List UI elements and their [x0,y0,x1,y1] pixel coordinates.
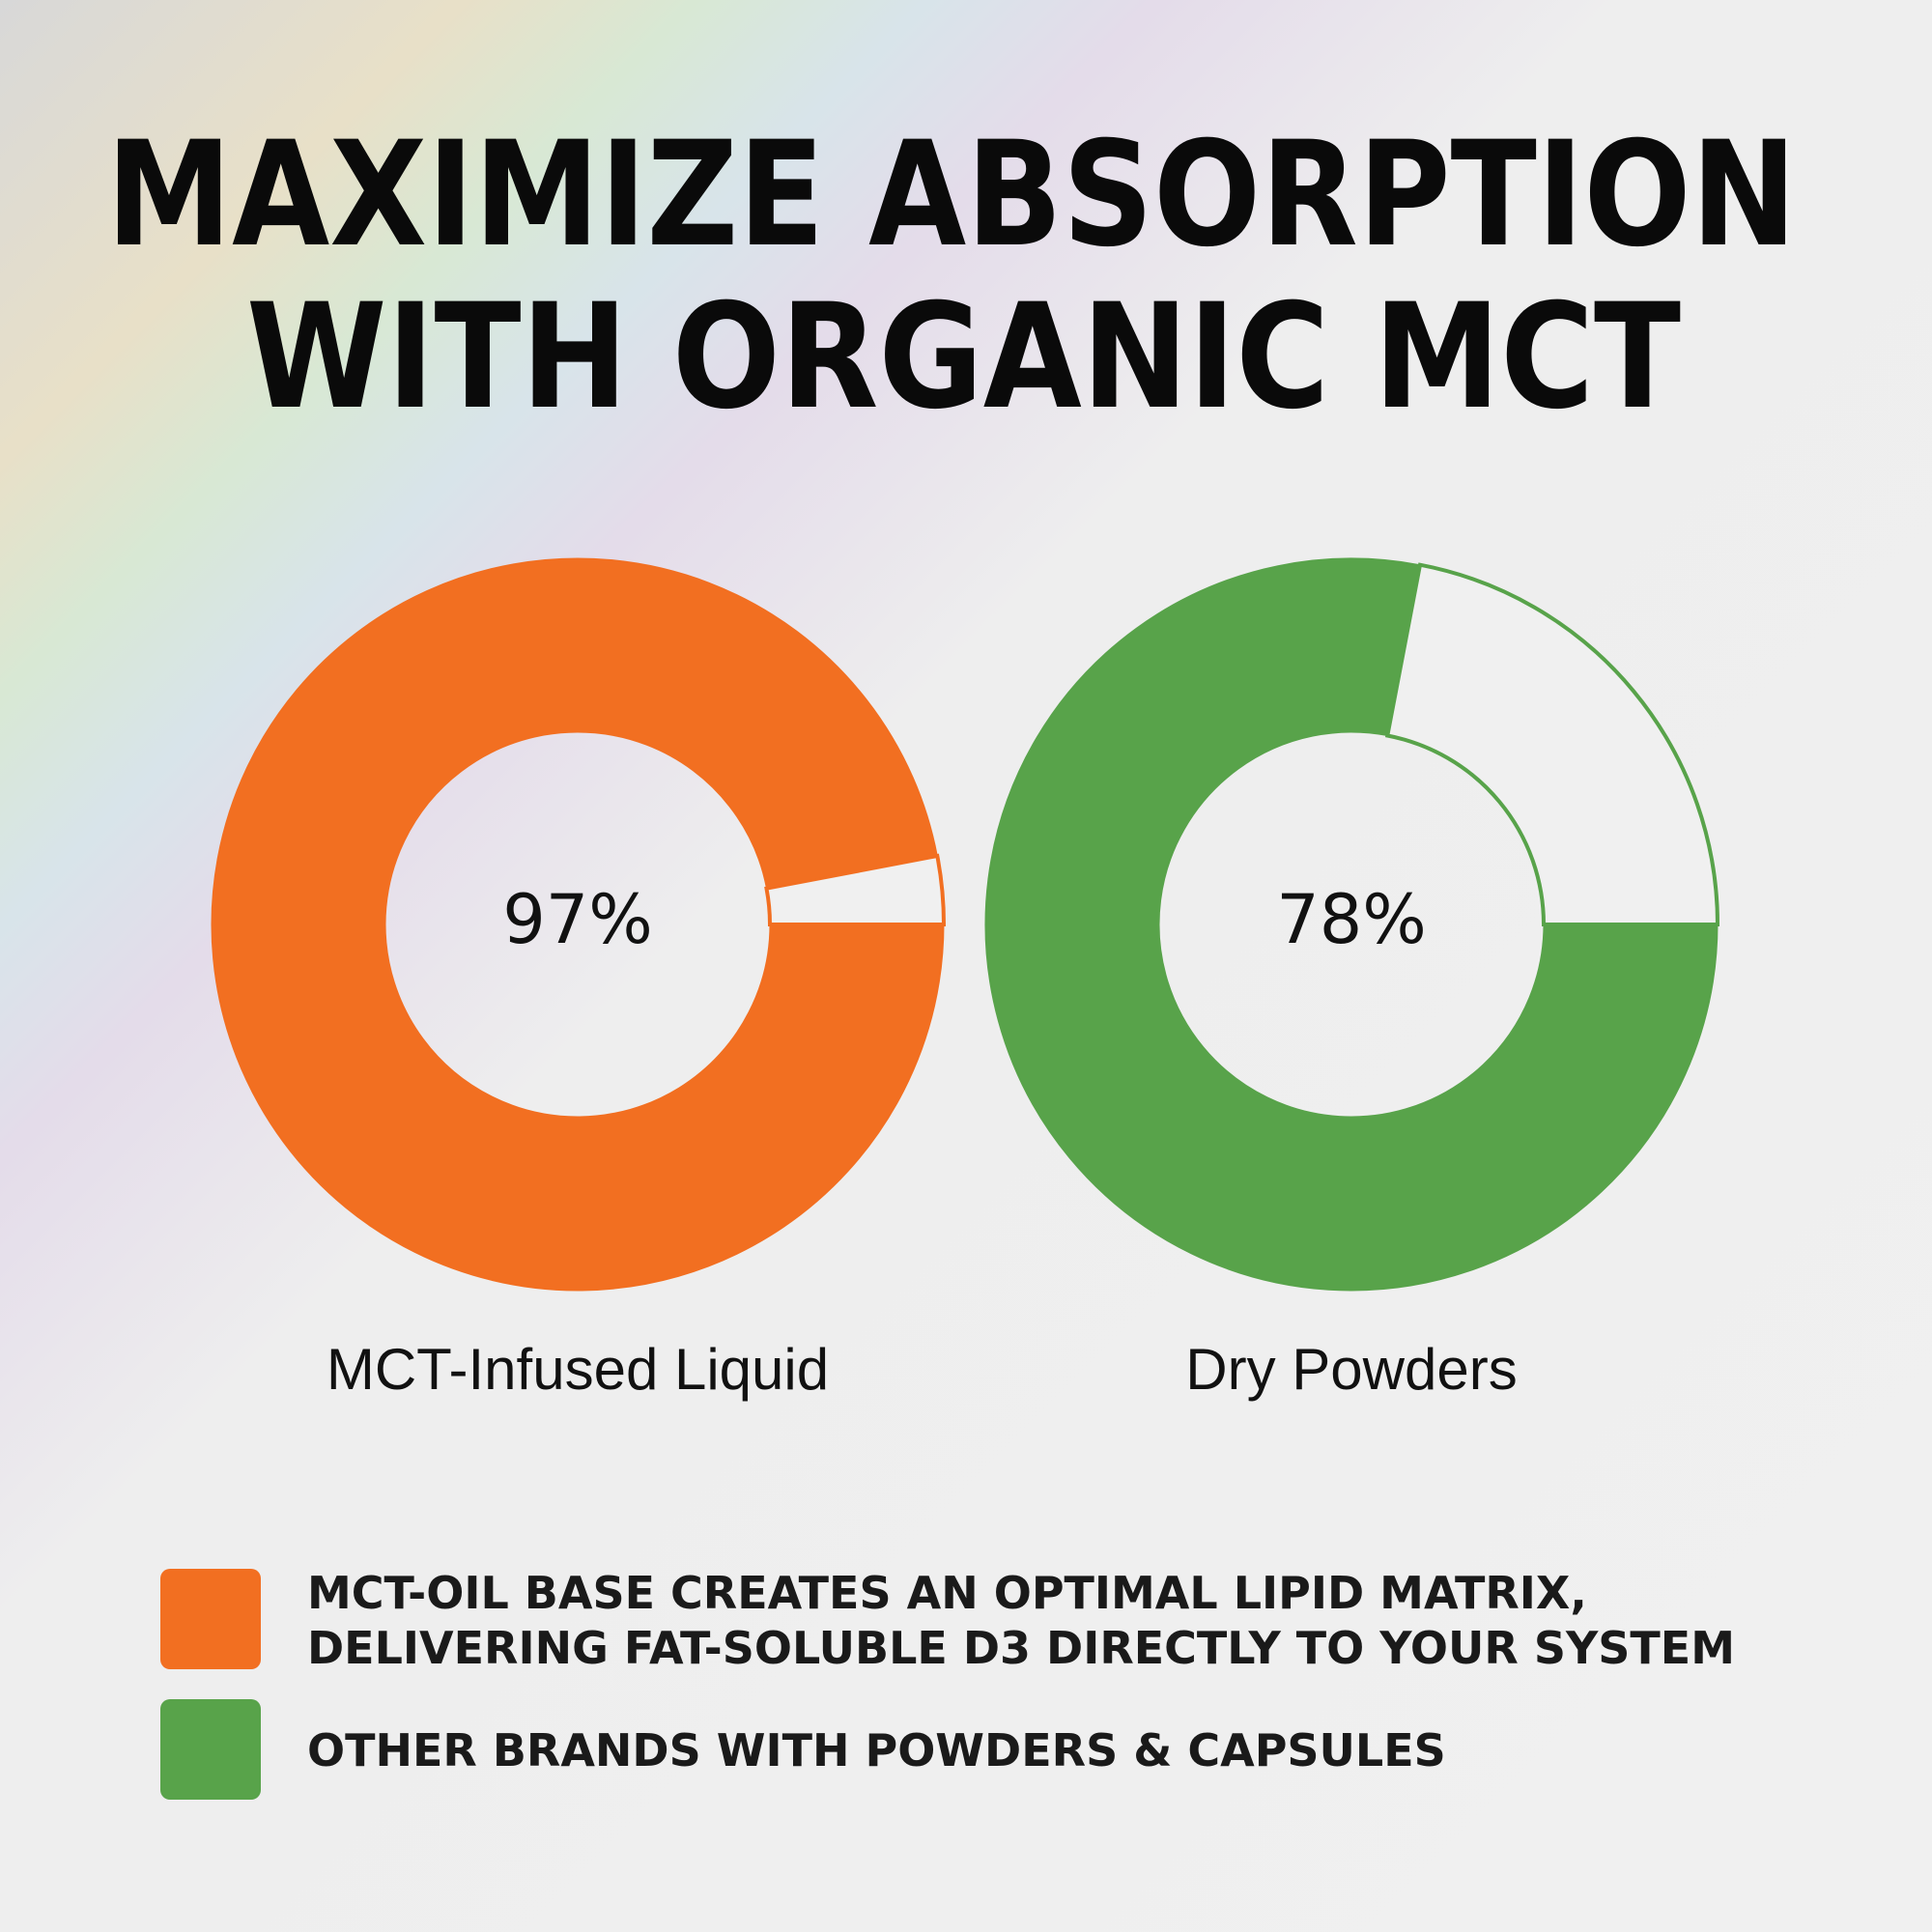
legend-text: MCT-OIL BASE CREATES AN OPTIMAL LIPID MA… [307,1567,1587,1619]
legend-swatch [160,1569,261,1669]
donut-slice [984,557,1719,1292]
legend-swatch [160,1699,261,1800]
category-label: Dry Powders [1185,1337,1517,1402]
title: WITH ORGANIC MCT [246,273,1681,441]
donut-rest [1384,562,1720,926]
value-label: 97% [502,880,653,959]
category-label: MCT-Infused Liquid [327,1337,829,1402]
title: MAXIMIZE ABSORPTION [106,111,1797,279]
donut-slice [211,557,945,1292]
legend-text: DELIVERING FAT-SOLUBLE D3 DIRECTLY TO YO… [307,1622,1735,1674]
legend-text: OTHER BRANDS WITH POWDERS & CAPSULES [307,1724,1446,1776]
value-label: 78% [1276,880,1427,959]
